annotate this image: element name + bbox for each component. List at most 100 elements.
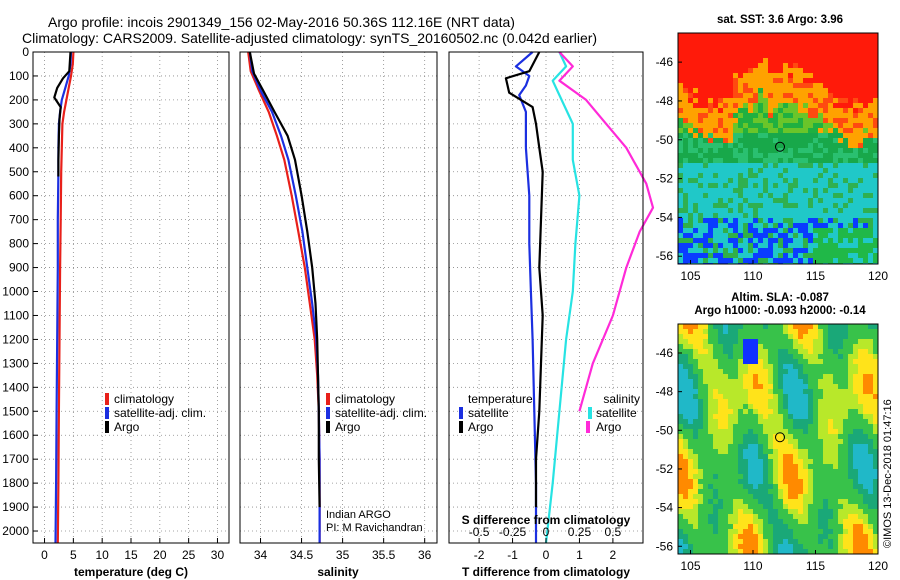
map-cell: [718, 444, 724, 450]
map-cell: [818, 228, 824, 234]
map-cell: [798, 474, 804, 480]
map-cell: [698, 399, 704, 405]
map-cell: [708, 394, 714, 400]
map-cell: [708, 93, 714, 99]
map-cell: [713, 188, 719, 194]
map-cell: [868, 359, 874, 365]
map-cell: [773, 494, 779, 500]
map-cell: [863, 399, 869, 405]
map-cell: [728, 324, 734, 330]
map-cell: [768, 379, 774, 385]
map-cell: [703, 469, 709, 475]
map-cell: [708, 53, 714, 59]
map-cell: [768, 369, 774, 375]
y-tick-label: 2000: [2, 524, 29, 538]
map-cell: [828, 83, 834, 89]
map-cell: [833, 63, 839, 69]
map-cell: [803, 133, 809, 139]
map-cell: [798, 379, 804, 385]
map-cell: [703, 494, 709, 500]
map-cell: [783, 253, 789, 259]
map-cell: [833, 83, 839, 89]
map-cell: [873, 329, 879, 335]
map-cell: [713, 198, 719, 204]
map-cell: [698, 429, 704, 435]
map-cell: [873, 178, 879, 184]
map-cell: [763, 494, 769, 500]
map-cell: [828, 208, 834, 214]
legend-swatch-climatology: [105, 393, 109, 405]
map-cell: [758, 364, 764, 370]
map-cell: [748, 148, 754, 154]
map-cell: [678, 504, 684, 510]
map-cell: [768, 158, 774, 164]
map-cell: [758, 173, 764, 179]
map-cell: [778, 33, 784, 39]
map-cell: [743, 359, 749, 365]
map-cell: [838, 424, 844, 430]
map-cell: [778, 243, 784, 249]
map-cell: [733, 494, 739, 500]
map-cell: [738, 329, 744, 335]
map-cell: [698, 153, 704, 159]
map-cell: [713, 88, 719, 94]
map-cell: [693, 484, 699, 490]
map-cell: [858, 228, 864, 234]
map-cell: [743, 369, 749, 375]
map-cell: [788, 449, 794, 455]
map-cell: [713, 138, 719, 144]
map-cell: [803, 494, 809, 500]
map-cell: [838, 178, 844, 184]
map-cell: [783, 123, 789, 129]
map-cell: [838, 233, 844, 239]
map-cell: [848, 223, 854, 229]
map-cell: [693, 429, 699, 435]
map-cell: [723, 53, 729, 59]
map-cell: [858, 429, 864, 435]
map-cell: [678, 394, 684, 400]
map-cell: [758, 384, 764, 390]
map-cell: [723, 148, 729, 154]
map-cell: [778, 203, 784, 209]
map-cell: [863, 238, 869, 244]
map-cell: [803, 504, 809, 510]
map-cell: [743, 549, 749, 555]
map-cell: [843, 474, 849, 480]
map-cell: [858, 203, 864, 209]
map-cell: [853, 514, 859, 520]
map-cell: [728, 449, 734, 455]
map-cell: [773, 208, 779, 214]
map-cell: [773, 203, 779, 209]
map-cell: [718, 143, 724, 149]
map-cell: [863, 429, 869, 435]
map-cell: [818, 524, 824, 530]
map-cell: [738, 509, 744, 515]
map-cell: [813, 329, 819, 335]
map-cell: [828, 359, 834, 365]
map-cell: [733, 73, 739, 79]
map-cell: [808, 178, 814, 184]
map-cell: [818, 63, 824, 69]
map-cell: [793, 163, 799, 169]
map-cell: [713, 439, 719, 445]
map-cell: [728, 489, 734, 495]
map-cell: [788, 344, 794, 350]
map-cell: [818, 48, 824, 54]
map-cell: [708, 489, 714, 495]
map-cell: [828, 539, 834, 545]
sla-map-panel: Altim. SLA: -0.087 Argo h1000: -0.093 h2…: [656, 292, 892, 573]
map-cell: [753, 399, 759, 405]
map-cell: [853, 479, 859, 485]
map-cell: [778, 459, 784, 465]
map-cell: [708, 138, 714, 144]
map-cell: [778, 399, 784, 405]
map-cell: [803, 188, 809, 194]
map-cell: [828, 349, 834, 355]
map-cell: [803, 138, 809, 144]
map-cell: [768, 98, 774, 104]
map-cell: [678, 193, 684, 199]
map-cell: [738, 78, 744, 84]
map-cell: [678, 243, 684, 249]
map-cell: [728, 344, 734, 350]
map-cell: [783, 63, 789, 69]
